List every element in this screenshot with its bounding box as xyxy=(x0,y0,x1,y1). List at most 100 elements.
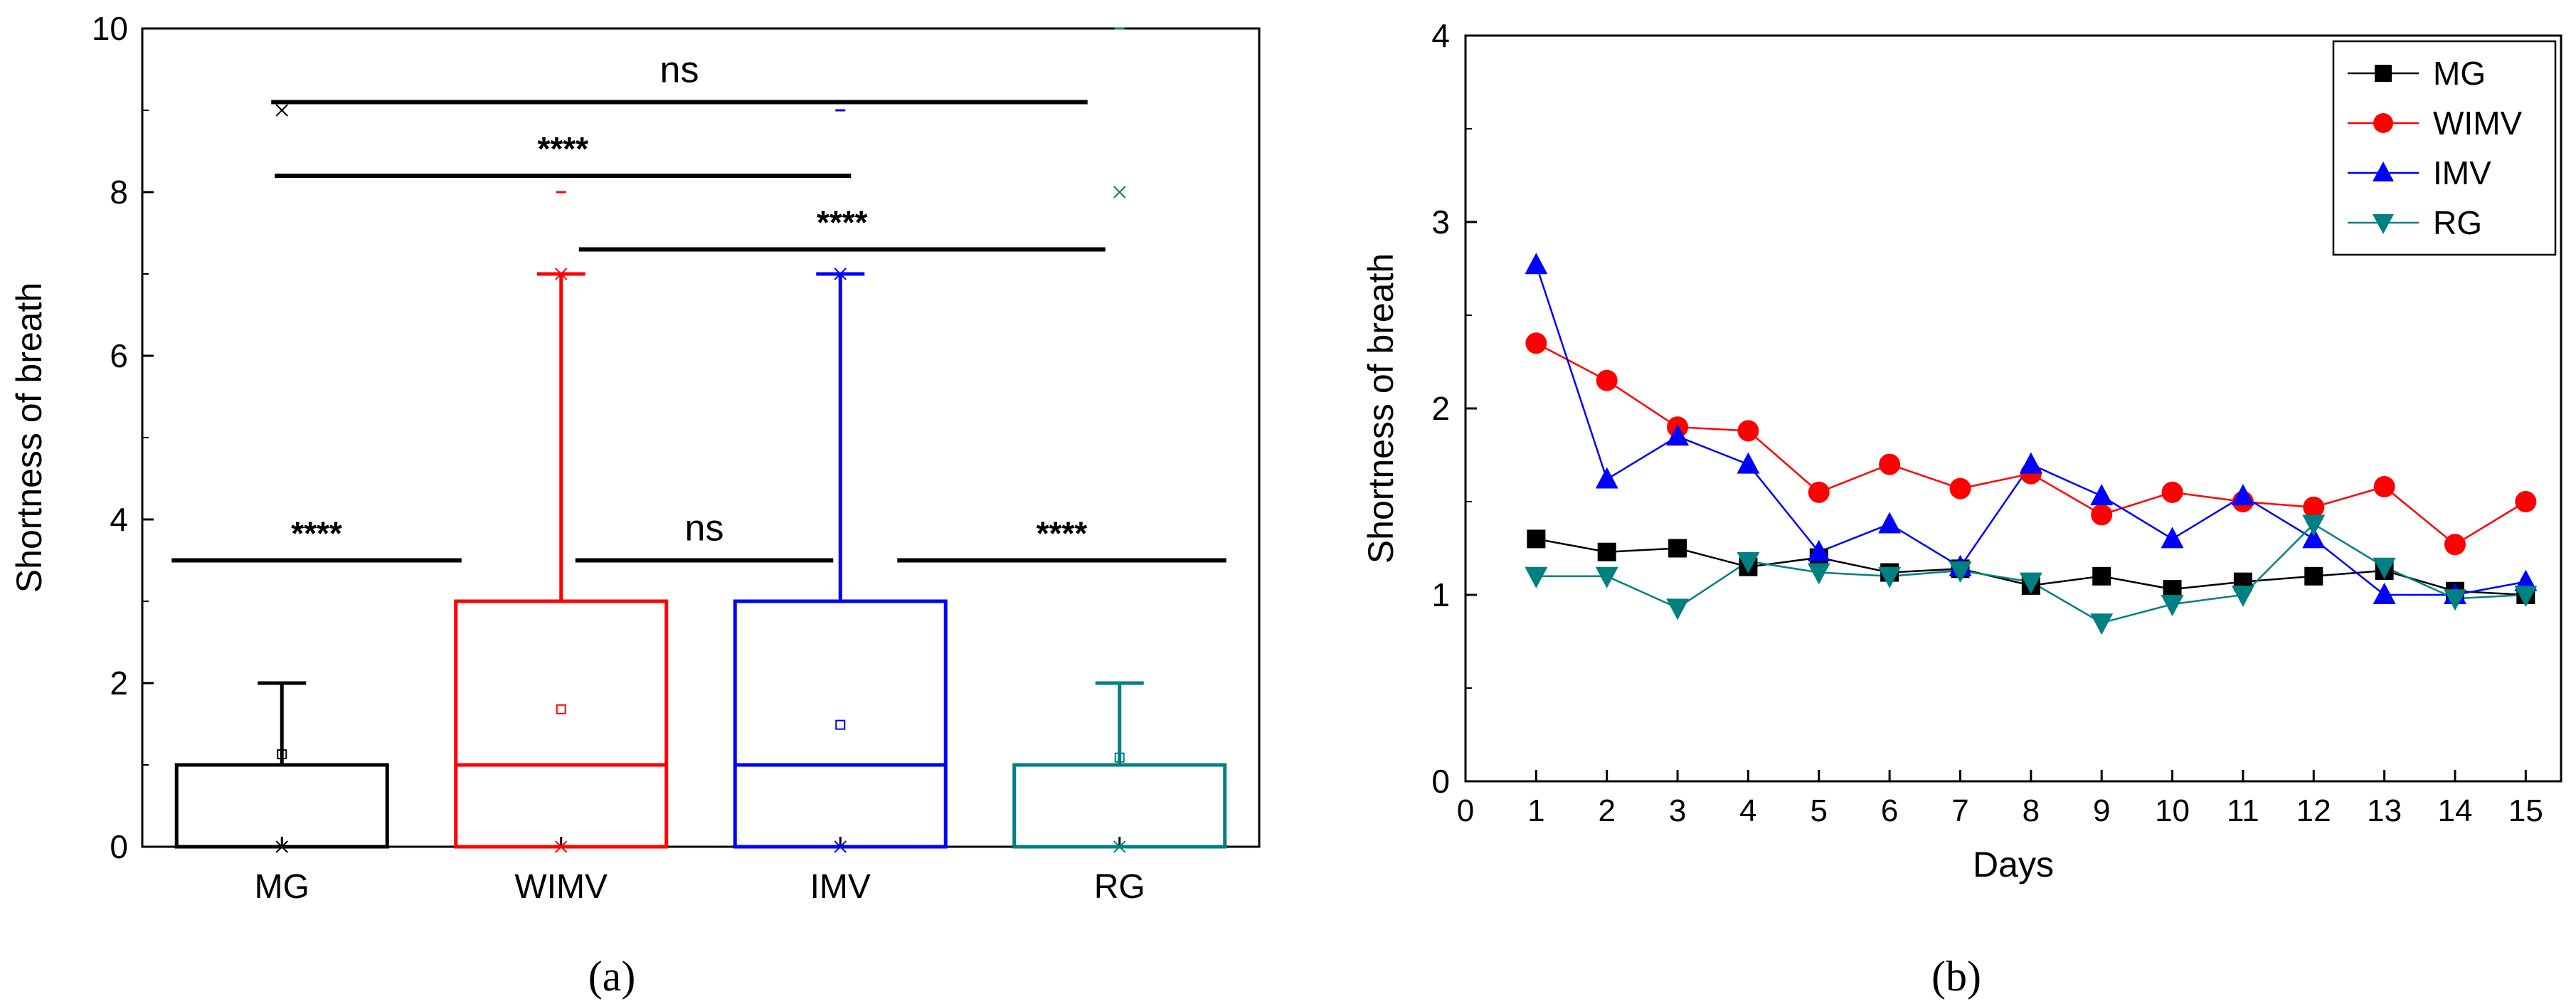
x-tick-label-b: 5 xyxy=(1811,793,1828,828)
y-axis-label-a: Shortness of breath xyxy=(9,282,49,593)
x-tick-label-b: 11 xyxy=(2227,793,2259,828)
extreme-marker-IMV xyxy=(834,268,847,280)
data-point-RG xyxy=(2161,595,2184,617)
data-point-RG xyxy=(1666,598,1690,620)
x-tick-label-a: RG xyxy=(1094,868,1145,906)
legend-marker-MG xyxy=(2375,65,2392,82)
x-tick-label-b: 4 xyxy=(1739,793,1756,828)
y-axis-label-b: Shortness of breath xyxy=(1361,253,1401,564)
data-point-WIMV xyxy=(1525,332,1547,354)
data-point-IMV xyxy=(2302,527,2326,549)
box-MG xyxy=(174,763,389,849)
data-point-RG xyxy=(2514,586,2538,607)
significance-label: ns xyxy=(660,50,699,91)
data-point-RG xyxy=(1595,566,1618,588)
y-tick-label-a: 0 xyxy=(110,828,128,865)
extreme-marker-MG xyxy=(275,104,288,117)
x-tick-label-b: 3 xyxy=(1669,793,1686,828)
panel-label-a: (a) xyxy=(588,953,636,1000)
significance-label: **** xyxy=(1037,515,1088,552)
legend: MG WIMV IMV RG xyxy=(2332,40,2557,256)
x-tick-label-b: 13 xyxy=(2367,793,2402,828)
data-point-MG xyxy=(1668,539,1687,558)
x-tick-label-b: 9 xyxy=(2093,793,2110,828)
mean-marker-RG xyxy=(1114,752,1125,763)
x-axis-label-b: Days xyxy=(1973,845,2054,884)
y-tick-label-b: 0 xyxy=(1431,763,1450,800)
data-point-RG xyxy=(1807,563,1830,585)
y-tick-label-b: 1 xyxy=(1431,576,1450,613)
data-point-WIMV xyxy=(1808,481,1830,503)
data-point-IMV xyxy=(1666,424,1690,446)
x-tick-label-b: 12 xyxy=(2296,793,2331,828)
data-point-MG xyxy=(2304,566,2323,586)
box-IMV xyxy=(733,599,948,849)
data-point-IMV xyxy=(2090,484,2114,506)
data-point-WIMV xyxy=(2091,504,2113,526)
data-point-MG xyxy=(1597,542,1616,561)
legend-frame xyxy=(2332,40,2557,256)
data-point-WIMV xyxy=(2373,476,2395,498)
data-point-IMV xyxy=(2161,527,2184,549)
legend-marker-WIMV xyxy=(2373,113,2393,133)
x-tick-label-b: 0 xyxy=(1457,793,1474,828)
x-tick-label-b: 7 xyxy=(1951,793,1968,828)
y-tick-label-a: 8 xyxy=(110,174,128,211)
data-point-WIMV xyxy=(2161,481,2183,503)
data-point-WIMV xyxy=(1949,477,1971,500)
y-tick-label-b: 3 xyxy=(1431,204,1450,241)
extreme-marker-RG xyxy=(1113,840,1126,853)
extreme-marker-MG xyxy=(275,840,288,853)
mean-marker-IMV xyxy=(835,719,846,730)
legend-label-IMV: IMV xyxy=(2433,154,2491,191)
x-tick-label-b: 14 xyxy=(2437,793,2472,828)
data-point-RG xyxy=(2090,613,2114,635)
data-point-WIMV xyxy=(2515,491,2537,512)
data-point-IMV xyxy=(1525,253,1548,275)
data-point-IMV xyxy=(2231,484,2254,506)
significance-label: **** xyxy=(817,204,868,241)
box-plot-panel-a: 0 2 4 6 8 10 Shortness of breath MG WIMV IMV RG ns *… xyxy=(9,10,1261,906)
data-point-RG xyxy=(1949,561,1972,583)
x-tick-label-b: 2 xyxy=(1598,793,1615,828)
x-tick-label-b: 6 xyxy=(1881,793,1898,828)
data-point-IMV xyxy=(2019,452,2042,474)
extreme-marker-WIMV xyxy=(555,840,568,853)
data-point-RG xyxy=(2443,589,2466,611)
x-tick-label-a: MG xyxy=(255,868,309,906)
data-point-RG xyxy=(1525,566,1548,588)
data-point-WIMV xyxy=(1879,453,1901,475)
data-point-IMV xyxy=(1807,539,1830,561)
y-tick-label-a: 4 xyxy=(110,501,128,538)
data-point-MG xyxy=(2092,566,2111,586)
legend-marker-RG xyxy=(2373,214,2394,234)
mean-marker-WIMV xyxy=(556,704,566,714)
data-point-IMV xyxy=(2373,583,2396,604)
x-tick-label-a: IMV xyxy=(810,868,871,906)
data-point-MG xyxy=(1527,529,1546,549)
plot-frame-a xyxy=(141,27,1261,848)
legend-label-MG: MG xyxy=(2433,55,2486,92)
data-point-IMV xyxy=(1878,512,1902,534)
y-tick-label-a: 6 xyxy=(110,337,128,374)
y-tick-label-a: 10 xyxy=(92,10,128,47)
data-point-RG xyxy=(2019,572,2042,594)
data-point-WIMV xyxy=(1596,369,1618,391)
y-tick-label-b: 2 xyxy=(1431,390,1450,427)
panel-label-b: (b) xyxy=(1931,953,1981,1000)
box-WIMV xyxy=(454,599,669,849)
y-tick-label-b: 4 xyxy=(1431,17,1450,54)
extreme-marker-RG xyxy=(1113,186,1126,199)
data-point-RG xyxy=(2302,514,2326,537)
legend-marker-IMV xyxy=(2373,162,2394,181)
data-point-RG xyxy=(2231,586,2254,607)
mean-marker-MG xyxy=(277,749,287,760)
significance-label: **** xyxy=(291,515,342,552)
x-tick-label-b: 10 xyxy=(2155,793,2190,828)
legend-label-RG: RG xyxy=(2433,204,2482,241)
data-point-RG xyxy=(1878,566,1902,588)
extreme-marker-WIMV xyxy=(555,268,568,280)
data-point-RG xyxy=(1737,551,1760,574)
